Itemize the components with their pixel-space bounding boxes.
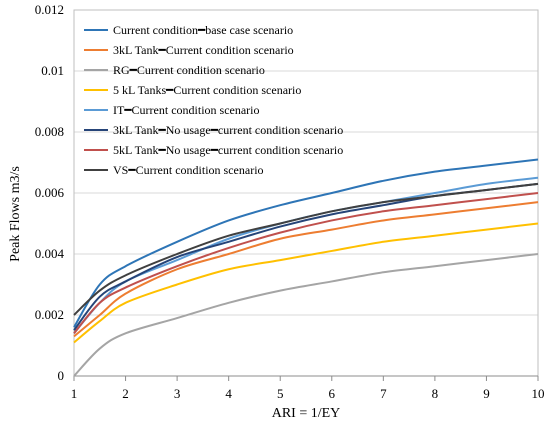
x-tick-label: 2: [122, 386, 129, 401]
y-axis-title: Peak Flows m3/s: [8, 166, 23, 262]
y-tick-label: 0.006: [35, 185, 65, 200]
x-tick-labels: 1 2 3 4 5 6 7 8 9 10: [71, 386, 545, 401]
y-tick-label: 0: [58, 368, 65, 383]
series-lines: [73, 158, 539, 377]
series-line-4: [73, 222, 539, 344]
series-line-1: [73, 158, 539, 328]
y-tick-label: 0.002: [35, 307, 64, 322]
y-tick-label: 0.012: [35, 2, 64, 17]
x-tick-label: 8: [432, 386, 439, 401]
legend-entry: 3kL Tank━No usage━current condition scen…: [113, 123, 343, 137]
x-tick-label: 6: [329, 386, 336, 401]
x-tick-label: 9: [483, 386, 490, 401]
x-tick-label: 3: [174, 386, 181, 401]
series-line-8: [73, 182, 539, 316]
x-tick-label: 4: [225, 386, 232, 401]
y-tick-label: 0.01: [41, 63, 64, 78]
series-line-3: [73, 253, 539, 377]
y-tick-label: 0.008: [35, 124, 64, 139]
x-tick-label: 5: [277, 386, 284, 401]
legend-entry: IT━Current condition scenario: [113, 103, 260, 117]
series-line-2: [73, 201, 539, 338]
legend: Current condition━base case scenario 3kL …: [84, 23, 343, 177]
legend-entry: 5kL Tank━No usage━current condition scen…: [113, 143, 343, 157]
legend-entry: RG━Current condition scenario: [113, 63, 265, 77]
x-tick-label: 7: [380, 386, 387, 401]
x-tick-label: 1: [71, 386, 78, 401]
y-tick-label: 0.004: [35, 246, 65, 261]
x-axis-title: ARI = 1/EY: [272, 406, 341, 421]
legend-entry: VS━Current condition scenario: [113, 163, 264, 177]
legend-entry: 3kL Tank━Current condition scenario: [113, 43, 294, 57]
x-tick-label: 10: [532, 386, 545, 401]
legend-entry: 5 kL Tanks━Current condition scenario: [113, 83, 301, 97]
series-line-7: [73, 192, 539, 334]
legend-entry: Current condition━base case scenario: [113, 23, 293, 37]
y-tick-labels: 0 0.002 0.004 0.006 0.008 0.01 0.012: [35, 2, 65, 383]
